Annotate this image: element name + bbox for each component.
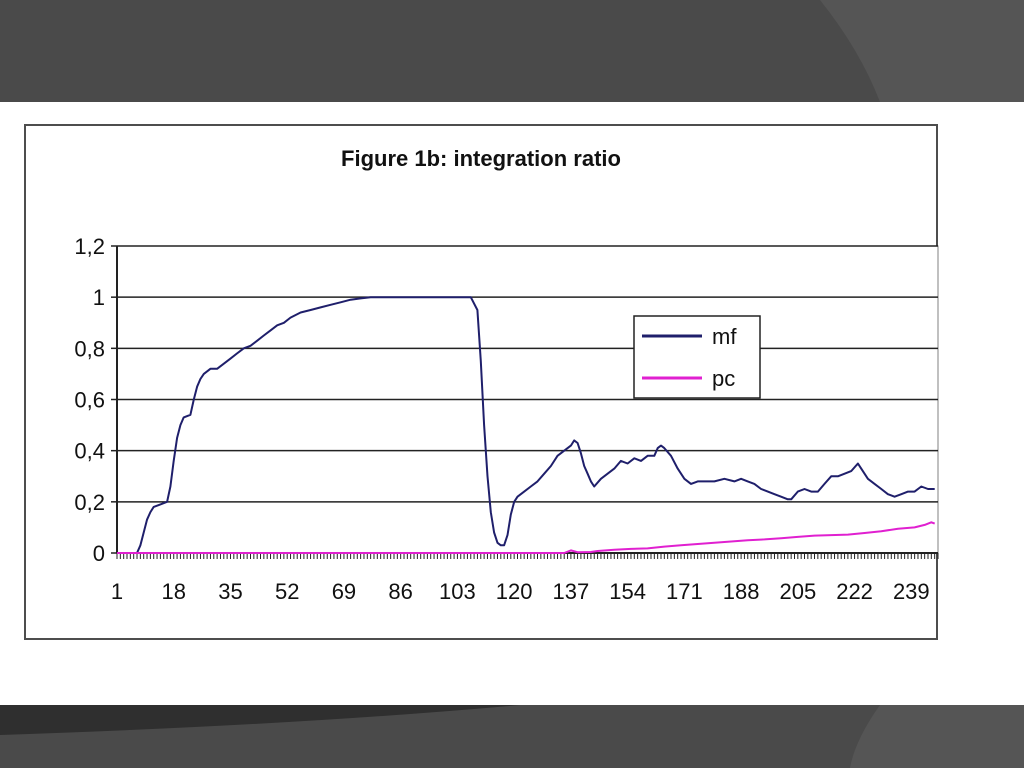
x-tick-label: 86 xyxy=(388,579,412,604)
y-tick-label: 1 xyxy=(93,285,105,310)
x-tick-label: 239 xyxy=(893,579,930,604)
series-line-mf xyxy=(117,296,935,554)
y-tick-label: 0,8 xyxy=(74,336,105,361)
chart-title: Figure 1b: integration ratio xyxy=(341,146,621,171)
x-tick-label: 52 xyxy=(275,579,299,604)
x-tick-label: 171 xyxy=(666,579,703,604)
legend-label-pc: pc xyxy=(712,366,735,391)
x-tick-label: 188 xyxy=(723,579,760,604)
bottom-band-curve xyxy=(850,705,1024,768)
slide-top-band xyxy=(0,0,1024,102)
x-tick-label: 18 xyxy=(161,579,185,604)
top-band-curve xyxy=(820,0,1024,102)
legend: mf pc xyxy=(633,315,761,399)
x-tick-label: 205 xyxy=(779,579,816,604)
y-tick-label: 0,6 xyxy=(74,388,105,413)
bottom-band-swoosh xyxy=(0,705,520,735)
x-tick-label: 137 xyxy=(553,579,590,604)
y-tick-label: 0,2 xyxy=(74,490,105,515)
series-lines xyxy=(117,296,936,554)
gridlines xyxy=(117,245,938,503)
y-tick-label: 0 xyxy=(93,541,105,566)
y-tick-label: 0,4 xyxy=(74,439,105,464)
y-tick-label: 1,2 xyxy=(74,234,105,259)
legend-label-mf: mf xyxy=(712,324,737,349)
bottom-band-decoration xyxy=(0,705,1024,768)
x-tick-label: 154 xyxy=(609,579,646,604)
x-tick-label: 1 xyxy=(111,579,123,604)
slide-bottom-band xyxy=(0,705,1024,768)
legend-box xyxy=(633,315,761,399)
series-line-pc xyxy=(117,521,936,554)
x-tick-label: 35 xyxy=(218,579,242,604)
top-band-decoration xyxy=(820,0,1024,102)
x-tick-label: 69 xyxy=(332,579,356,604)
x-tick-label: 120 xyxy=(496,579,533,604)
x-tick-label: 103 xyxy=(439,579,476,604)
x-tick-label: 222 xyxy=(836,579,873,604)
